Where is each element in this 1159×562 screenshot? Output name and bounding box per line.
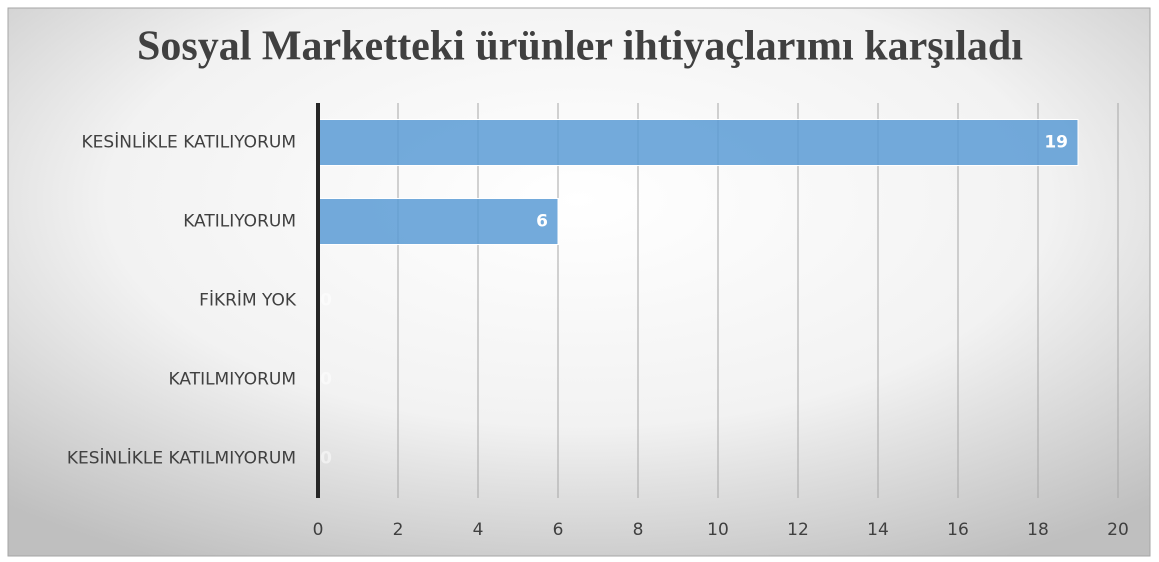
x-tick-label: 6 — [553, 520, 564, 540]
x-tick-label: 4 — [473, 520, 484, 540]
x-tick-label: 14 — [867, 520, 889, 540]
chart-title: Sosyal Marketteki ürünler ihtiyaçlarımı … — [137, 24, 1023, 70]
x-tick-label: 8 — [633, 520, 644, 540]
y-tick-label: KESİNLİKLE KATILIYORUM — [82, 132, 296, 153]
x-tick-label: 20 — [1107, 520, 1129, 540]
bar — [317, 119, 1079, 166]
bar — [317, 198, 559, 245]
x-tick-label: 16 — [947, 520, 969, 540]
value-label: 0 — [320, 370, 332, 390]
x-tick-label: 18 — [1027, 520, 1049, 540]
x-tick-label: 0 — [313, 520, 324, 540]
value-label: 0 — [320, 449, 332, 469]
value-label: 19 — [1044, 133, 1068, 153]
y-tick-label: FİKRİM YOK — [199, 290, 297, 311]
y-tick-label: KATILIYORUM — [183, 212, 296, 232]
value-label: 6 — [536, 212, 548, 232]
x-tick-label: 12 — [787, 520, 809, 540]
value-label: 0 — [320, 291, 332, 311]
y-tick-label: KATILMIYORUM — [169, 370, 296, 390]
x-tick-label: 2 — [393, 520, 404, 540]
chart-area — [7, 7, 1151, 557]
y-tick-label: KESİNLİKLE KATILMIYORUM — [67, 448, 296, 469]
x-tick-label: 10 — [707, 520, 729, 540]
